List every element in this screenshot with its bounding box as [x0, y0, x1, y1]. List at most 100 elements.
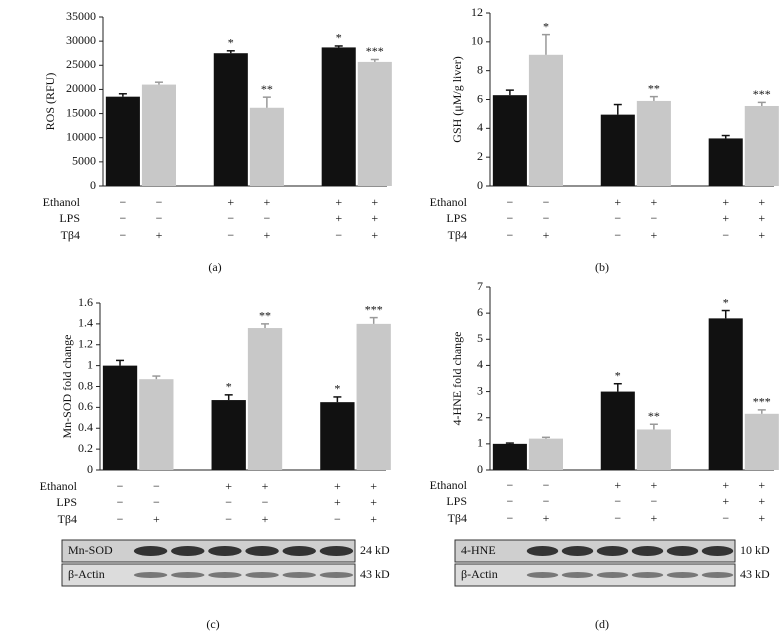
blot-band: [208, 546, 242, 556]
significance-label: *: [226, 380, 232, 394]
bar: [636, 429, 671, 470]
y-axis-label: Mn-SOD fold change: [60, 335, 74, 439]
treatment-label: Ethanol: [43, 195, 81, 209]
treatment-label: Tβ4: [448, 228, 467, 242]
y-tick-label: 10000: [66, 129, 96, 143]
bar: [528, 438, 563, 470]
y-tick-label: 5000: [72, 154, 96, 168]
blot-strip: [454, 563, 736, 587]
y-tick-label: 1.6: [78, 295, 93, 309]
bar: [744, 413, 779, 470]
error-bar: [649, 95, 658, 101]
error-bar: [152, 375, 161, 380]
significance-label: *: [723, 295, 729, 309]
significance-label: *: [543, 19, 549, 33]
error-bar: [541, 436, 550, 439]
error-bar: [118, 93, 127, 97]
blot-size: 24 kD: [360, 543, 390, 557]
treatment-sign: +: [227, 195, 234, 209]
y-axis-label: 4-HNE fold change: [450, 332, 464, 426]
y-tick-label: 6: [477, 91, 483, 105]
bar: [492, 95, 527, 186]
blot-size: 10 kD: [740, 543, 770, 557]
treatment-sign: −: [614, 511, 621, 525]
blot-size: 43 kD: [360, 567, 390, 581]
error-bar: [505, 89, 514, 96]
blot-strip: [454, 539, 736, 563]
bar: [528, 54, 563, 186]
significance-label: *: [615, 368, 621, 382]
error-bar: [333, 396, 342, 403]
y-tick-label: 0: [477, 462, 483, 476]
y-tick-label: 3: [477, 383, 483, 397]
treatment-sign: −: [117, 495, 124, 509]
significance-label: **: [259, 309, 271, 323]
treatment-sign: +: [334, 479, 341, 493]
bar: [102, 365, 138, 470]
bar: [744, 105, 779, 186]
treatment-sign: −: [117, 512, 124, 526]
blot-band: [133, 572, 168, 578]
treatment-sign: −: [153, 495, 160, 509]
y-tick-label: 4: [477, 120, 483, 134]
significance-label: **: [261, 82, 273, 96]
bar: [213, 53, 248, 186]
significance-label: *: [334, 382, 340, 396]
error-bar: [334, 45, 343, 48]
treatment-sign: +: [614, 195, 621, 209]
treatment-sign: +: [722, 494, 729, 508]
treatment-sign: −: [119, 228, 126, 242]
significance-label: ***: [365, 302, 383, 316]
treatment-sign: −: [722, 228, 729, 242]
treatment-sign: −: [262, 495, 269, 509]
treatment-sign: −: [614, 494, 621, 508]
error-bar: [757, 101, 766, 106]
treatment-sign: +: [262, 512, 269, 526]
treatment-sign: +: [758, 511, 765, 525]
treatment-sign: −: [119, 211, 126, 225]
treatment-sign: +: [650, 228, 657, 242]
error-bar: [613, 382, 622, 392]
y-tick-label: 5: [477, 331, 483, 345]
significance-label: ***: [366, 44, 384, 58]
error-bar: [369, 316, 378, 324]
treatment-label: LPS: [56, 495, 77, 509]
treatment-sign: +: [371, 195, 378, 209]
blot-band: [666, 572, 699, 578]
y-tick-label: 30000: [66, 33, 96, 47]
bar: [708, 138, 743, 186]
blot-band: [245, 546, 279, 556]
blot-band: [319, 572, 354, 578]
treatment-sign: +: [370, 495, 377, 509]
bar: [321, 47, 356, 186]
treatment-sign: −: [543, 494, 550, 508]
treatment-label: Tβ4: [58, 512, 77, 526]
treatment-sign: +: [722, 211, 729, 225]
treatment-sign: +: [758, 211, 765, 225]
blot-label: β-Actin: [461, 567, 498, 581]
blot-band: [631, 572, 664, 578]
treatment-label: Ethanol: [430, 478, 468, 492]
treatment-sign: −: [543, 195, 550, 209]
treatment-sign: +: [722, 478, 729, 492]
treatment-sign: −: [506, 478, 513, 492]
treatment-sign: +: [371, 228, 378, 242]
treatment-sign: −: [153, 479, 160, 493]
error-bar: [757, 409, 766, 414]
treatment-sign: +: [334, 495, 341, 509]
blot-band: [526, 572, 559, 578]
treatment-sign: +: [370, 512, 377, 526]
treatment-sign: −: [334, 512, 341, 526]
treatment-sign: −: [263, 211, 270, 225]
error-bar: [154, 81, 163, 85]
blot-band: [561, 572, 594, 578]
blot-label: β-Actin: [68, 567, 105, 581]
blot-band: [526, 546, 559, 556]
treatment-label: Tβ4: [61, 228, 80, 242]
treatment-sign: +: [153, 512, 160, 526]
treatment-sign: +: [335, 195, 342, 209]
treatment-label: Ethanol: [40, 479, 78, 493]
y-tick-label: 2: [477, 409, 483, 423]
treatment-sign: −: [335, 228, 342, 242]
